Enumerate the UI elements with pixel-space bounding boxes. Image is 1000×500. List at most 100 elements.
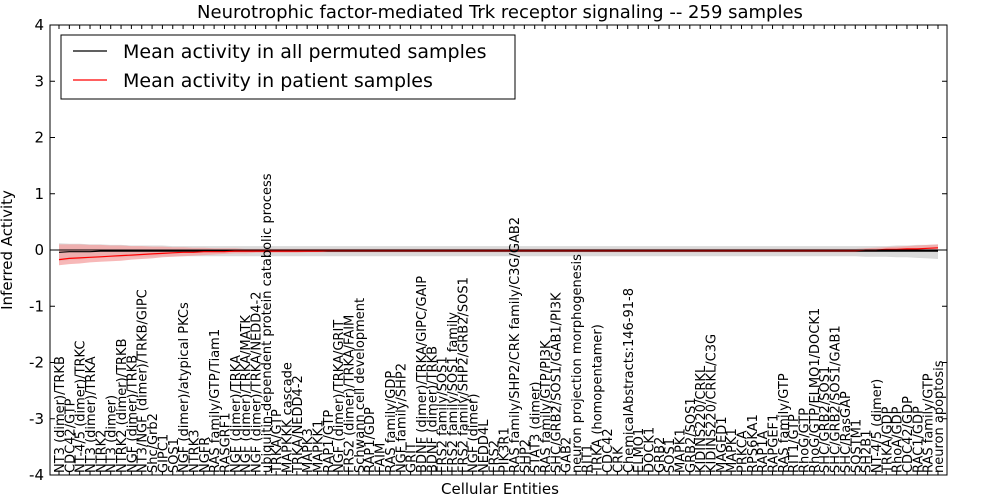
y-tick-label: -4 — [29, 466, 44, 484]
x-tick-label: SHC/GRB2/SOS1 — [818, 366, 833, 473]
x-tick-label: CRK — [611, 446, 626, 473]
y-tick-label: 3 — [34, 72, 44, 90]
x-tick-label: RAS family/GDP — [384, 371, 399, 473]
x-tick-label: BDNF (dimer)/TRKA/GIPC/GAIP — [415, 276, 430, 473]
x-tick-label: KIDINS220/CRKL/C3G — [705, 334, 720, 473]
x-tick-label: NGF (dimer) — [467, 394, 482, 473]
chart-title: Neurotrophic factor-mediated Trk recepto… — [197, 2, 803, 23]
x-tick-label: FAIM — [374, 443, 389, 473]
x-tick-label: neuron apoptosis — [932, 360, 947, 473]
y-axis-label: Inferred Activity — [0, 190, 16, 310]
x-tick-label: FRS2 family/SOS1 — [436, 356, 451, 473]
y-tick-label: 1 — [34, 185, 44, 203]
x-tick-label: RhoA/GDP — [891, 406, 906, 473]
x-tick-label: FRS2 family/SOS1 family — [446, 312, 461, 473]
x-tick-label: MAPKKK cascade — [281, 362, 296, 473]
x-tick-label: CDC42 — [601, 428, 616, 473]
x-tick-label: NGF (dimer)/TRKA — [229, 355, 244, 473]
x-tick-label: NT-4/5 (dimer)/TRKC — [74, 341, 89, 473]
x-tick-label: FRS2 family/SHP2/GRB2/SOS1 — [456, 277, 471, 473]
x-tick-label: CDC42/GDP — [901, 396, 916, 473]
x-tick-label: NT3 (dimer)/TRKB — [53, 356, 68, 473]
x-tick-label: RPS6KA1 — [746, 414, 761, 473]
x-tick-label: RhoG/GTP — [798, 408, 813, 473]
legend-label-permuted: Mean activity in all permuted samples — [123, 41, 486, 63]
x-tick-label: MAPK3 — [301, 428, 316, 473]
x-tick-label: NEDD4L — [477, 419, 492, 473]
y-tick-label: 4 — [34, 16, 44, 34]
x-tick-label: NT3 (dimer)/TRKA — [84, 356, 99, 473]
legend: Mean activity in all permuted samples Me… — [60, 34, 516, 100]
x-tick-label: GAB2 — [560, 437, 575, 473]
x-tick-label: RAC1/GDP — [911, 406, 926, 473]
series-lines — [58, 247, 939, 261]
x-tick-label: MAGED1 — [715, 417, 730, 473]
x-tick-label: GIPC1 — [156, 434, 171, 473]
x-tick-label: SQSTM1 — [849, 419, 864, 473]
x-tick-label: RIT1/GTP — [787, 414, 802, 473]
x-tick-label: TRKA/GDP — [880, 406, 895, 474]
y-tick-label: -2 — [29, 354, 44, 372]
x-tick-label: FRS2 — [487, 440, 502, 473]
x-tick-label: TRKA/NEDD4-2 — [291, 375, 306, 474]
x-tick-label: NGF family/SHP2 — [394, 363, 409, 473]
x-tick-label: MAPK1 — [725, 428, 740, 473]
x-tick-label: ubiquitin-dependent protein catabolic pr… — [260, 173, 275, 473]
x-tick-label: RIT1 — [580, 444, 595, 473]
x-tick-label: MAPKK1 — [312, 420, 327, 473]
x-tick-label: RAS family/GTP/PI3K — [539, 340, 554, 473]
x-tick-label: GRB2 — [653, 437, 668, 473]
x-tick-label: NT3 (dimer) — [105, 395, 120, 473]
x-tick-label: NGF (dimer)/TRKA/GRIT — [332, 320, 347, 473]
x-tick-label: KIDINS220/CRKL — [694, 365, 709, 473]
x-tick-label: NGF (dimer)/TRKA/MATK — [239, 315, 254, 473]
x-tick-label: NGF (dimer)/TRKA/NEDD4-2 — [250, 291, 265, 473]
x-tick-label: RAP1A — [756, 430, 771, 473]
x-tick-label: ELMO1 — [632, 428, 647, 473]
x-tick-label: GRIT — [405, 442, 420, 473]
x-tick-label: TRKA/GTP — [270, 409, 285, 474]
x-tick-label: DOCK1 — [642, 427, 657, 473]
x-tick-label: RAPGEF1 — [767, 414, 782, 473]
x-tick-label: Shc/Grb2 — [146, 413, 161, 473]
legend-box — [60, 34, 516, 100]
x-tick-label: SOS1 — [167, 438, 182, 473]
y-axis-ticks: -4 -3 -2 -1 0 1 2 3 4 — [29, 16, 947, 484]
x-tick-label: SH2B1 — [860, 429, 875, 473]
x-tick-label: Schwann cell development — [353, 298, 368, 473]
x-tick-label: NGF (dimer)/TRKB — [125, 355, 140, 473]
x-tick-label: PRKCA — [736, 430, 751, 473]
x-tick-label: RAS family/SHP2/CRK family/C3G/GAB2 — [508, 217, 523, 473]
x-tick-label: SHC/GRB2/SOS1/GAB1/PI3K — [549, 292, 564, 473]
x-tick-label: GRB2/SOS1 — [684, 397, 699, 473]
x-tick-label: RAS family/GTP/Tiam1 — [208, 329, 223, 473]
x-tick-label: neuron projection morphogenesis — [570, 254, 585, 473]
x-tick-label: PIK3R1 — [498, 427, 513, 473]
x-tick-label: SOS1 — [663, 438, 678, 473]
x-tick-label: SHC/RasGAP — [839, 391, 854, 473]
x-tick-label: NT3/NGF (dimer)/TRKB/GIPC — [136, 289, 151, 473]
x-tick-label: FRS2 (dimer)/TRKA/FAIM — [343, 315, 358, 473]
x-tick-label: SHP2 — [518, 439, 533, 473]
x-tick-label: MAPK1 — [674, 428, 689, 473]
x-tick-label: RAS family/GTP — [922, 373, 937, 473]
x-tick-label: SHC/GRB2/SOS1/GAB1 — [829, 325, 844, 473]
y-tick-label: 0 — [34, 241, 44, 259]
x-axis-label: Cellular Entities — [441, 480, 559, 498]
x-tick-label: RhoG/GTP/ELMO1/DOCK1 — [808, 308, 823, 473]
y-tick-label: -1 — [29, 297, 44, 315]
y-tick-label: 2 — [34, 129, 44, 147]
x-tick-label: RAP1/GTP — [322, 410, 337, 473]
x-tick-label: NTRK2 (dimer)/TRKB — [115, 339, 130, 473]
x-tick-label: RASGRF1 — [219, 413, 234, 474]
x-tick-label: STAT3 (dimer) — [529, 382, 544, 473]
x-tick-label: RAS family/GTP — [777, 373, 792, 473]
x-tick-label: CDC42/GTP — [63, 398, 78, 473]
y-tick-label: -3 — [29, 410, 44, 428]
x-tick-label: NGFR — [198, 437, 213, 473]
x-tick-label: ChemicalAbstracts:146-91-8 — [622, 288, 637, 473]
x-tick-label: NT-4/5 (dimer) — [870, 379, 885, 473]
x-tick-label: NTRK2 — [94, 430, 109, 474]
